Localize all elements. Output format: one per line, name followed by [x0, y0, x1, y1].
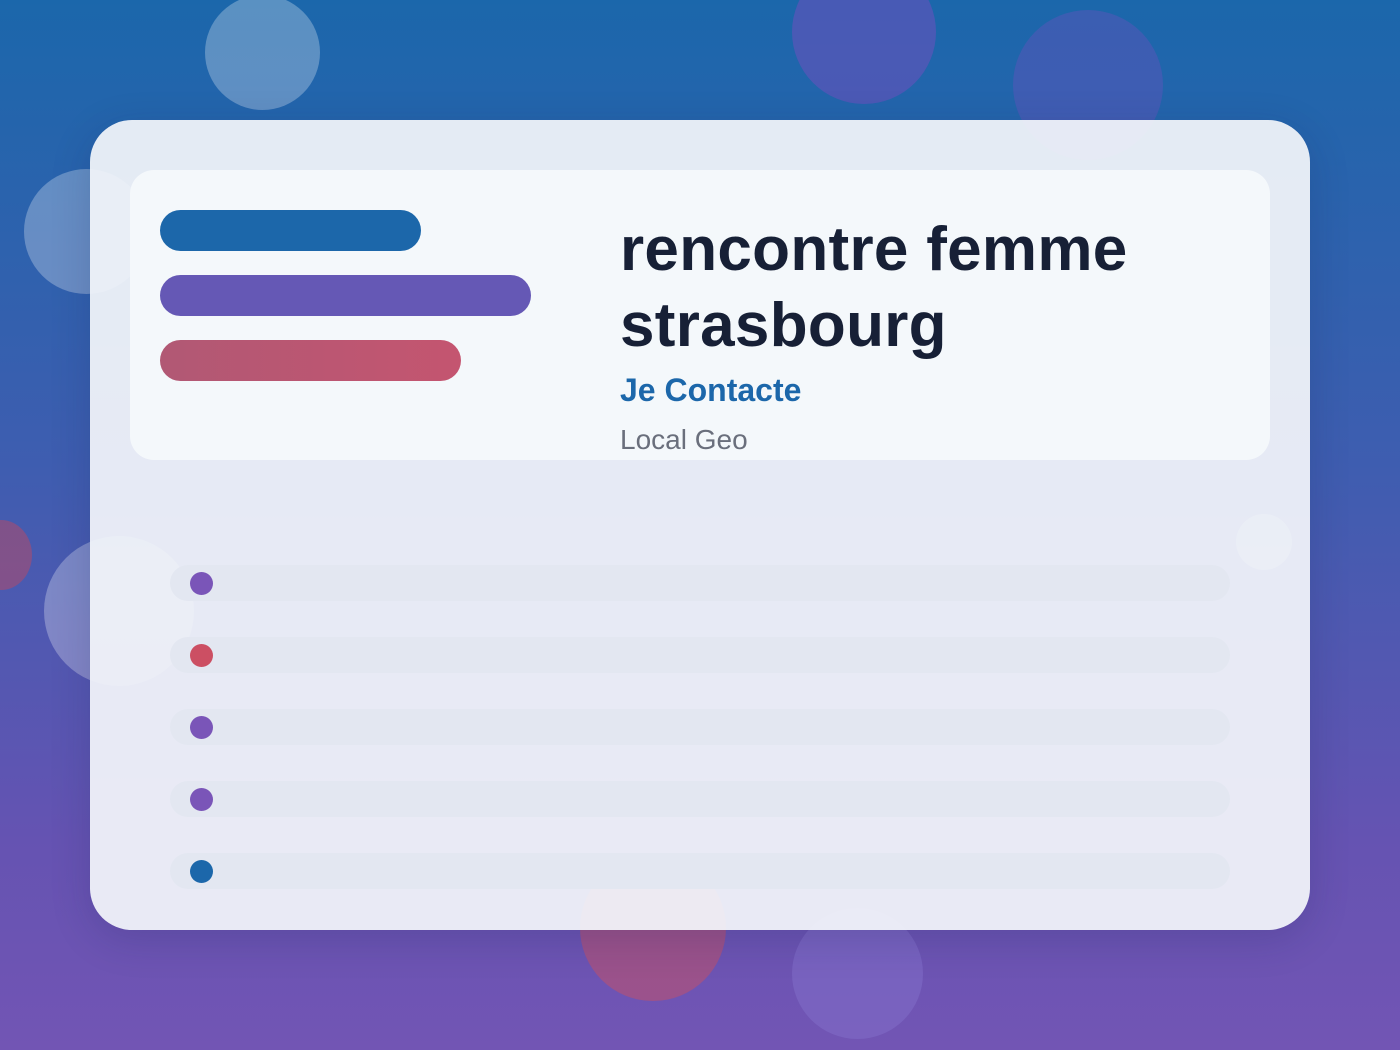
placeholder-bar-blue	[160, 210, 421, 251]
bullet-dot-icon	[190, 572, 213, 595]
page-title: rencontre femme strasbourg	[620, 215, 1128, 360]
bullet-dot-icon	[190, 860, 213, 883]
bullet-dot-icon	[190, 716, 213, 739]
placeholder-bar-red	[160, 340, 461, 381]
hero-panel: rencontre femme strasbourg Je Contacte L…	[130, 170, 1270, 460]
contact-link[interactable]: Je Contacte	[620, 372, 802, 408]
background-bubble	[792, 0, 936, 104]
list-item	[170, 781, 1230, 817]
bullet-dot-icon	[190, 788, 213, 811]
placeholder-bar-purple	[160, 275, 531, 316]
list-item	[170, 637, 1230, 673]
background-bubble	[205, 0, 320, 110]
bullet-dot-icon	[190, 644, 213, 667]
background-bubble	[0, 520, 32, 590]
list-item	[170, 565, 1230, 601]
main-card: rencontre femme strasbourg Je Contacte L…	[90, 120, 1310, 930]
list-item	[170, 853, 1230, 889]
list-item	[170, 709, 1230, 745]
page-subtitle: Local Geo	[620, 424, 748, 455]
